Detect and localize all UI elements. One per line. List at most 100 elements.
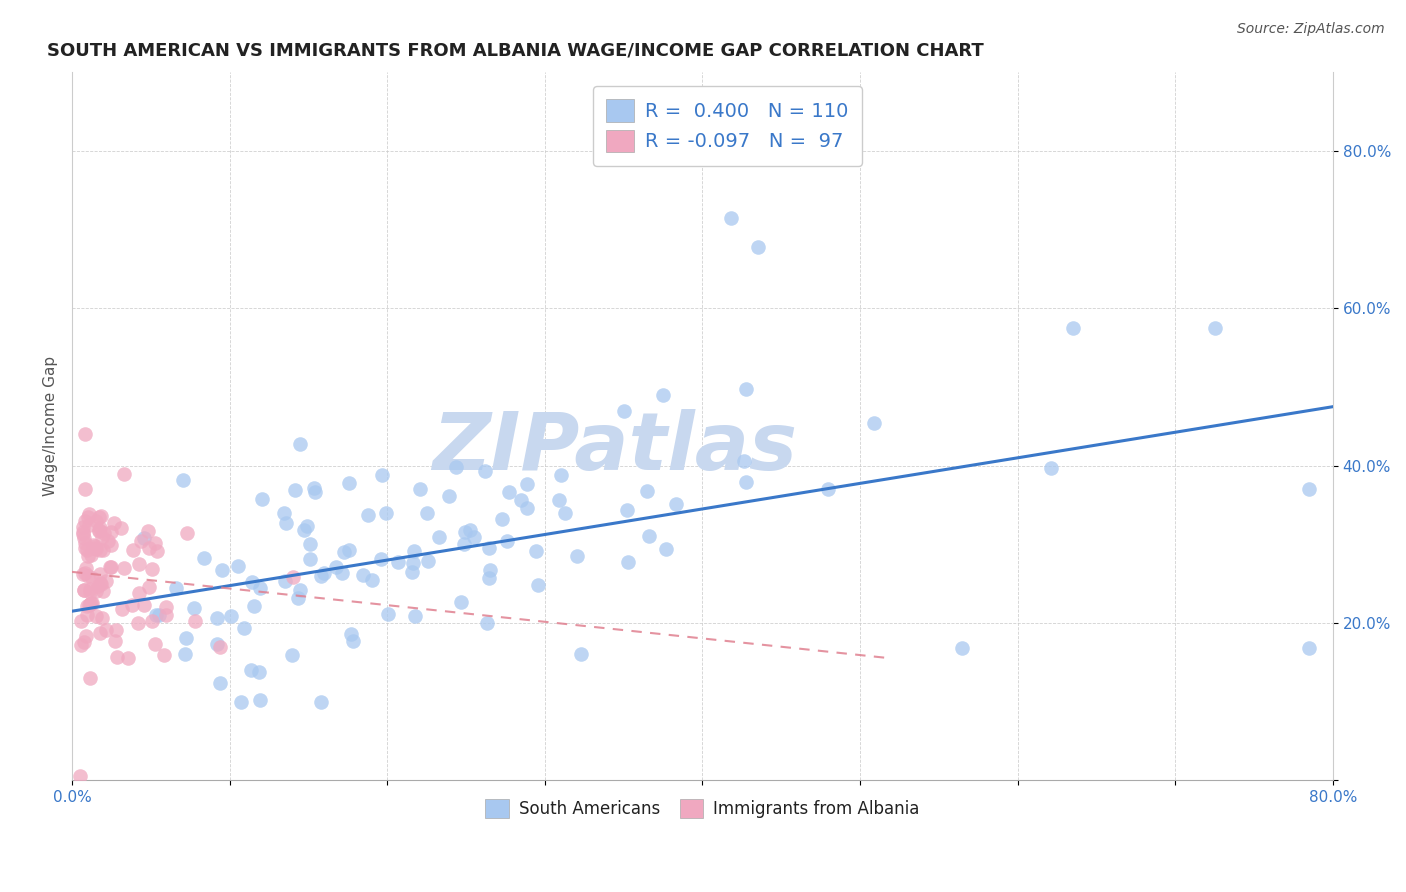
Point bbox=[1204, 321, 1226, 335]
Point bbox=[304, 485, 326, 500]
Point bbox=[79, 585, 101, 599]
Point bbox=[86, 542, 108, 557]
Point bbox=[299, 537, 322, 551]
Point bbox=[284, 483, 307, 497]
Point bbox=[569, 648, 592, 662]
Point bbox=[70, 638, 93, 652]
Point bbox=[295, 519, 318, 533]
Point bbox=[80, 596, 103, 610]
Point bbox=[273, 506, 295, 520]
Point bbox=[80, 596, 103, 610]
Point bbox=[249, 581, 271, 595]
Point bbox=[478, 541, 501, 555]
Point bbox=[498, 484, 520, 499]
Point bbox=[1298, 641, 1320, 656]
Point bbox=[76, 510, 98, 524]
Point bbox=[84, 541, 107, 555]
Point bbox=[287, 591, 309, 606]
Point bbox=[93, 526, 115, 541]
Point bbox=[141, 614, 163, 628]
Point bbox=[337, 543, 360, 558]
Point bbox=[138, 541, 160, 555]
Point bbox=[450, 594, 472, 608]
Point bbox=[75, 566, 97, 580]
Point bbox=[205, 637, 228, 651]
Point bbox=[526, 543, 548, 558]
Point bbox=[79, 582, 101, 597]
Point bbox=[333, 545, 356, 559]
Point bbox=[249, 693, 271, 707]
Point bbox=[84, 584, 107, 599]
Point bbox=[138, 580, 160, 594]
Point bbox=[377, 607, 399, 622]
Point bbox=[145, 607, 167, 622]
Point bbox=[165, 581, 187, 595]
Point bbox=[82, 571, 104, 585]
Point bbox=[339, 626, 361, 640]
Point bbox=[173, 647, 195, 661]
Point bbox=[73, 635, 96, 649]
Point bbox=[87, 579, 110, 593]
Point bbox=[665, 497, 688, 511]
Point bbox=[734, 382, 756, 396]
Point bbox=[183, 601, 205, 615]
Point bbox=[112, 467, 135, 482]
Point bbox=[127, 615, 149, 630]
Point bbox=[145, 535, 167, 549]
Point bbox=[136, 524, 159, 538]
Point bbox=[73, 514, 96, 528]
Point bbox=[733, 454, 755, 468]
Point bbox=[370, 551, 392, 566]
Point bbox=[453, 537, 475, 551]
Text: Source: ZipAtlas.com: Source: ZipAtlas.com bbox=[1237, 22, 1385, 37]
Point bbox=[100, 560, 122, 574]
Point bbox=[288, 436, 311, 450]
Point bbox=[72, 527, 94, 541]
Point bbox=[91, 543, 114, 558]
Point bbox=[453, 525, 475, 540]
Point bbox=[404, 609, 426, 624]
Point bbox=[374, 507, 396, 521]
Point bbox=[252, 491, 274, 506]
Point bbox=[183, 614, 205, 628]
Point bbox=[172, 473, 194, 487]
Point bbox=[332, 566, 354, 581]
Point bbox=[75, 560, 97, 574]
Point bbox=[104, 624, 127, 638]
Point bbox=[247, 665, 270, 680]
Point bbox=[112, 561, 135, 575]
Point bbox=[281, 648, 304, 662]
Point bbox=[94, 624, 117, 638]
Point bbox=[418, 554, 440, 568]
Point bbox=[90, 509, 112, 524]
Point bbox=[226, 559, 249, 574]
Point bbox=[128, 586, 150, 600]
Point bbox=[444, 459, 467, 474]
Point bbox=[219, 609, 242, 624]
Text: SOUTH AMERICAN VS IMMIGRANTS FROM ALBANIA WAGE/INCOME GAP CORRELATION CHART: SOUTH AMERICAN VS IMMIGRANTS FROM ALBANI… bbox=[46, 42, 984, 60]
Point bbox=[79, 597, 101, 611]
Point bbox=[89, 566, 111, 581]
Point bbox=[478, 571, 501, 585]
Point bbox=[73, 531, 96, 545]
Point bbox=[87, 524, 110, 539]
Point bbox=[361, 573, 384, 587]
Point bbox=[337, 475, 360, 490]
Point bbox=[103, 516, 125, 530]
Point bbox=[309, 695, 332, 709]
Point bbox=[550, 468, 572, 483]
Point bbox=[131, 534, 153, 549]
Point bbox=[97, 534, 120, 549]
Point bbox=[288, 582, 311, 597]
Point bbox=[613, 403, 636, 417]
Point bbox=[863, 416, 886, 430]
Point bbox=[208, 640, 231, 654]
Legend: South Americans, Immigrants from Albania: South Americans, Immigrants from Albania bbox=[478, 792, 927, 825]
Point bbox=[401, 556, 423, 570]
Point bbox=[84, 514, 107, 528]
Point bbox=[77, 598, 100, 612]
Point bbox=[155, 608, 177, 623]
Point bbox=[510, 492, 533, 507]
Point bbox=[274, 574, 297, 589]
Point bbox=[427, 531, 450, 545]
